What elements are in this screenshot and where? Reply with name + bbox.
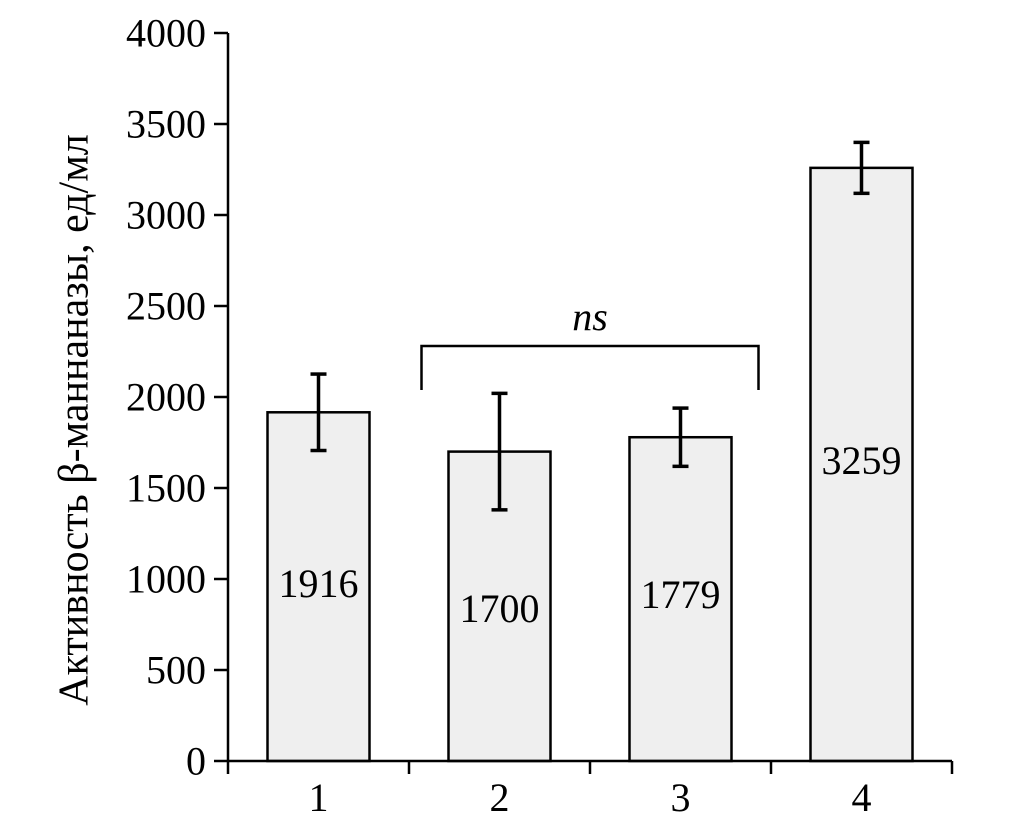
bar (266, 411, 371, 763)
y-tick-label: 0 (186, 739, 206, 784)
error-bars-group (310, 140, 870, 512)
x-tick-label: 2 (490, 775, 510, 820)
y-tick-label: 3000 (126, 193, 206, 238)
y-axis-ticks: 0 500 1000 1500 2000 2500 3000 3500 4000 (126, 11, 228, 784)
bar-value-label: 1700 (460, 586, 540, 631)
y-tick-label: 1000 (126, 557, 206, 602)
bars-group (266, 166, 914, 763)
bar-value-label: 3259 (822, 438, 902, 483)
x-tick-label: 3 (671, 775, 691, 820)
x-axis-ticks: 1 2 3 4 (226, 761, 954, 820)
x-tick-label: 1 (309, 775, 329, 820)
y-tick-label: 2000 (126, 375, 206, 420)
bar-value-label: 1779 (641, 572, 721, 617)
significance-annotation: ns (420, 294, 760, 391)
significance-label: ns (572, 294, 608, 339)
bar-value-label: 1916 (279, 561, 359, 606)
y-tick-label: 1500 (126, 466, 206, 511)
x-tick-label: 4 (852, 775, 872, 820)
y-tick-label: 500 (146, 648, 206, 693)
bar (809, 166, 914, 763)
significance-bracket (420, 344, 760, 391)
value-labels-group: 1916 1700 1779 3259 (279, 438, 902, 631)
y-tick-label: 3500 (126, 102, 206, 147)
y-tick-label: 2500 (126, 284, 206, 329)
y-axis-title: Активность β-маннаназы, ед/мл (52, 134, 98, 706)
y-tick-label: 4000 (126, 11, 206, 56)
